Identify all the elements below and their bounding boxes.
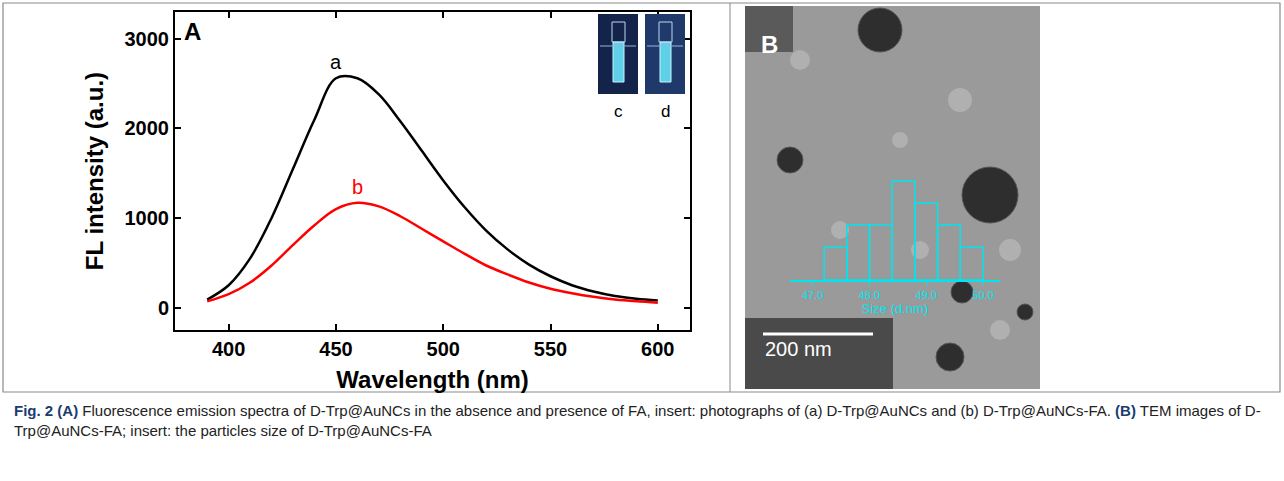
svg-text:550: 550 [534,338,567,360]
svg-text:1000: 1000 [125,207,170,229]
svg-text:a: a [330,51,342,73]
svg-text:600: 600 [641,338,674,360]
svg-text:400: 400 [212,338,245,360]
svg-text:47.0: 47.0 [802,289,823,301]
svg-text:d: d [661,102,670,121]
svg-text:0: 0 [158,297,169,319]
svg-text:b: b [352,176,363,198]
svg-text:3000: 3000 [125,28,170,50]
svg-text:49.0: 49.0 [916,289,937,301]
svg-text:c: c [614,102,623,121]
svg-text:FL intensity (a.u.): FL intensity (a.u.) [81,72,108,270]
svg-text:500: 500 [427,338,460,360]
svg-text:A: A [184,18,201,45]
html-text:Fig. 2 (A) Fluorescence emissi: Fig. 2 (A) Fluorescence emission spectra… [14,402,1261,439]
svg-text:200 nm: 200 nm [765,338,832,360]
svg-text:48.0: 48.0 [859,289,880,301]
svg-text:50.0: 50.0 [972,289,993,301]
svg-text:B: B [761,31,778,58]
svg-text:Size (d.nm): Size (d.nm) [862,301,928,316]
svg-text:Wavelength (nm): Wavelength (nm) [336,366,528,393]
svg-text:450: 450 [319,338,352,360]
svg-text:2000: 2000 [125,117,170,139]
